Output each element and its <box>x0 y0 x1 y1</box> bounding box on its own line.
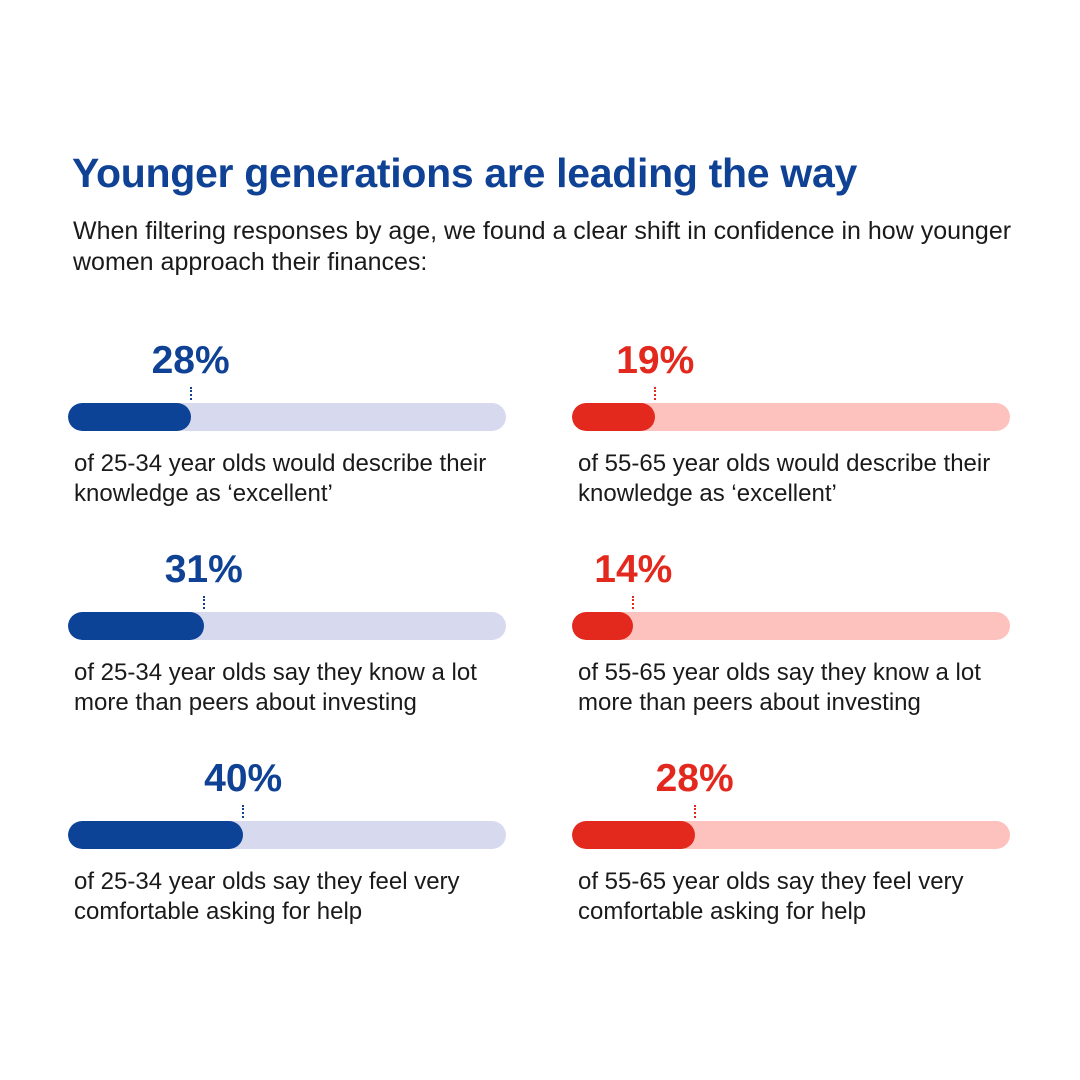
value-marker <box>242 805 245 818</box>
percent-label: 31% <box>164 548 243 591</box>
stat-older-2: 14% of 55-65 year olds say they know a lo… <box>572 548 1012 716</box>
value-marker <box>654 387 657 400</box>
bar-fill <box>68 821 244 849</box>
percent-label: 19% <box>616 339 695 382</box>
value-marker <box>632 596 635 609</box>
bar-fill <box>572 612 634 640</box>
stat-description: of 55-65 year olds say they know a lot m… <box>578 659 981 716</box>
stat-older-1: 19% of 55-65 year olds would describe the… <box>572 339 1012 507</box>
bar-fill <box>572 821 695 849</box>
bar-track <box>572 612 1010 640</box>
bar-track <box>68 821 506 849</box>
bar-track <box>572 403 1010 431</box>
percent-label: 28% <box>151 339 230 382</box>
percent-label: 28% <box>655 757 734 800</box>
stat-description: of 25-34 year olds say they feel very co… <box>74 868 460 925</box>
stat-description: of 55-65 year olds would describe their … <box>578 450 991 507</box>
value-marker <box>189 387 192 400</box>
bar-track <box>68 612 506 640</box>
page-title: Younger generations are leading the way <box>72 150 857 196</box>
percent-label: 14% <box>594 548 673 591</box>
stat-younger-3: 40% of 25-34 year olds say they feel very… <box>68 757 508 925</box>
value-marker <box>202 596 205 609</box>
stat-younger-1: 28% of 25-34 year olds would describe the… <box>68 339 508 507</box>
bar-track <box>68 403 506 431</box>
stat-older-3: 28% of 55-65 year olds say they feel very… <box>572 757 1012 925</box>
stat-description: of 25-34 year olds would describe their … <box>74 450 487 507</box>
stat-younger-2: 31% of 25-34 year olds say they know a lo… <box>68 548 508 716</box>
bar-fill <box>68 403 191 431</box>
value-marker <box>693 805 696 818</box>
bar-track <box>572 821 1010 849</box>
stat-description: of 25-34 year olds say they know a lot m… <box>74 659 477 716</box>
stat-description: of 55-65 year olds say they feel very co… <box>578 868 964 925</box>
percent-label: 40% <box>204 757 283 800</box>
bar-fill <box>68 612 204 640</box>
bar-fill <box>572 403 656 431</box>
page-subtitle: When filtering responses by age, we foun… <box>73 217 1012 276</box>
